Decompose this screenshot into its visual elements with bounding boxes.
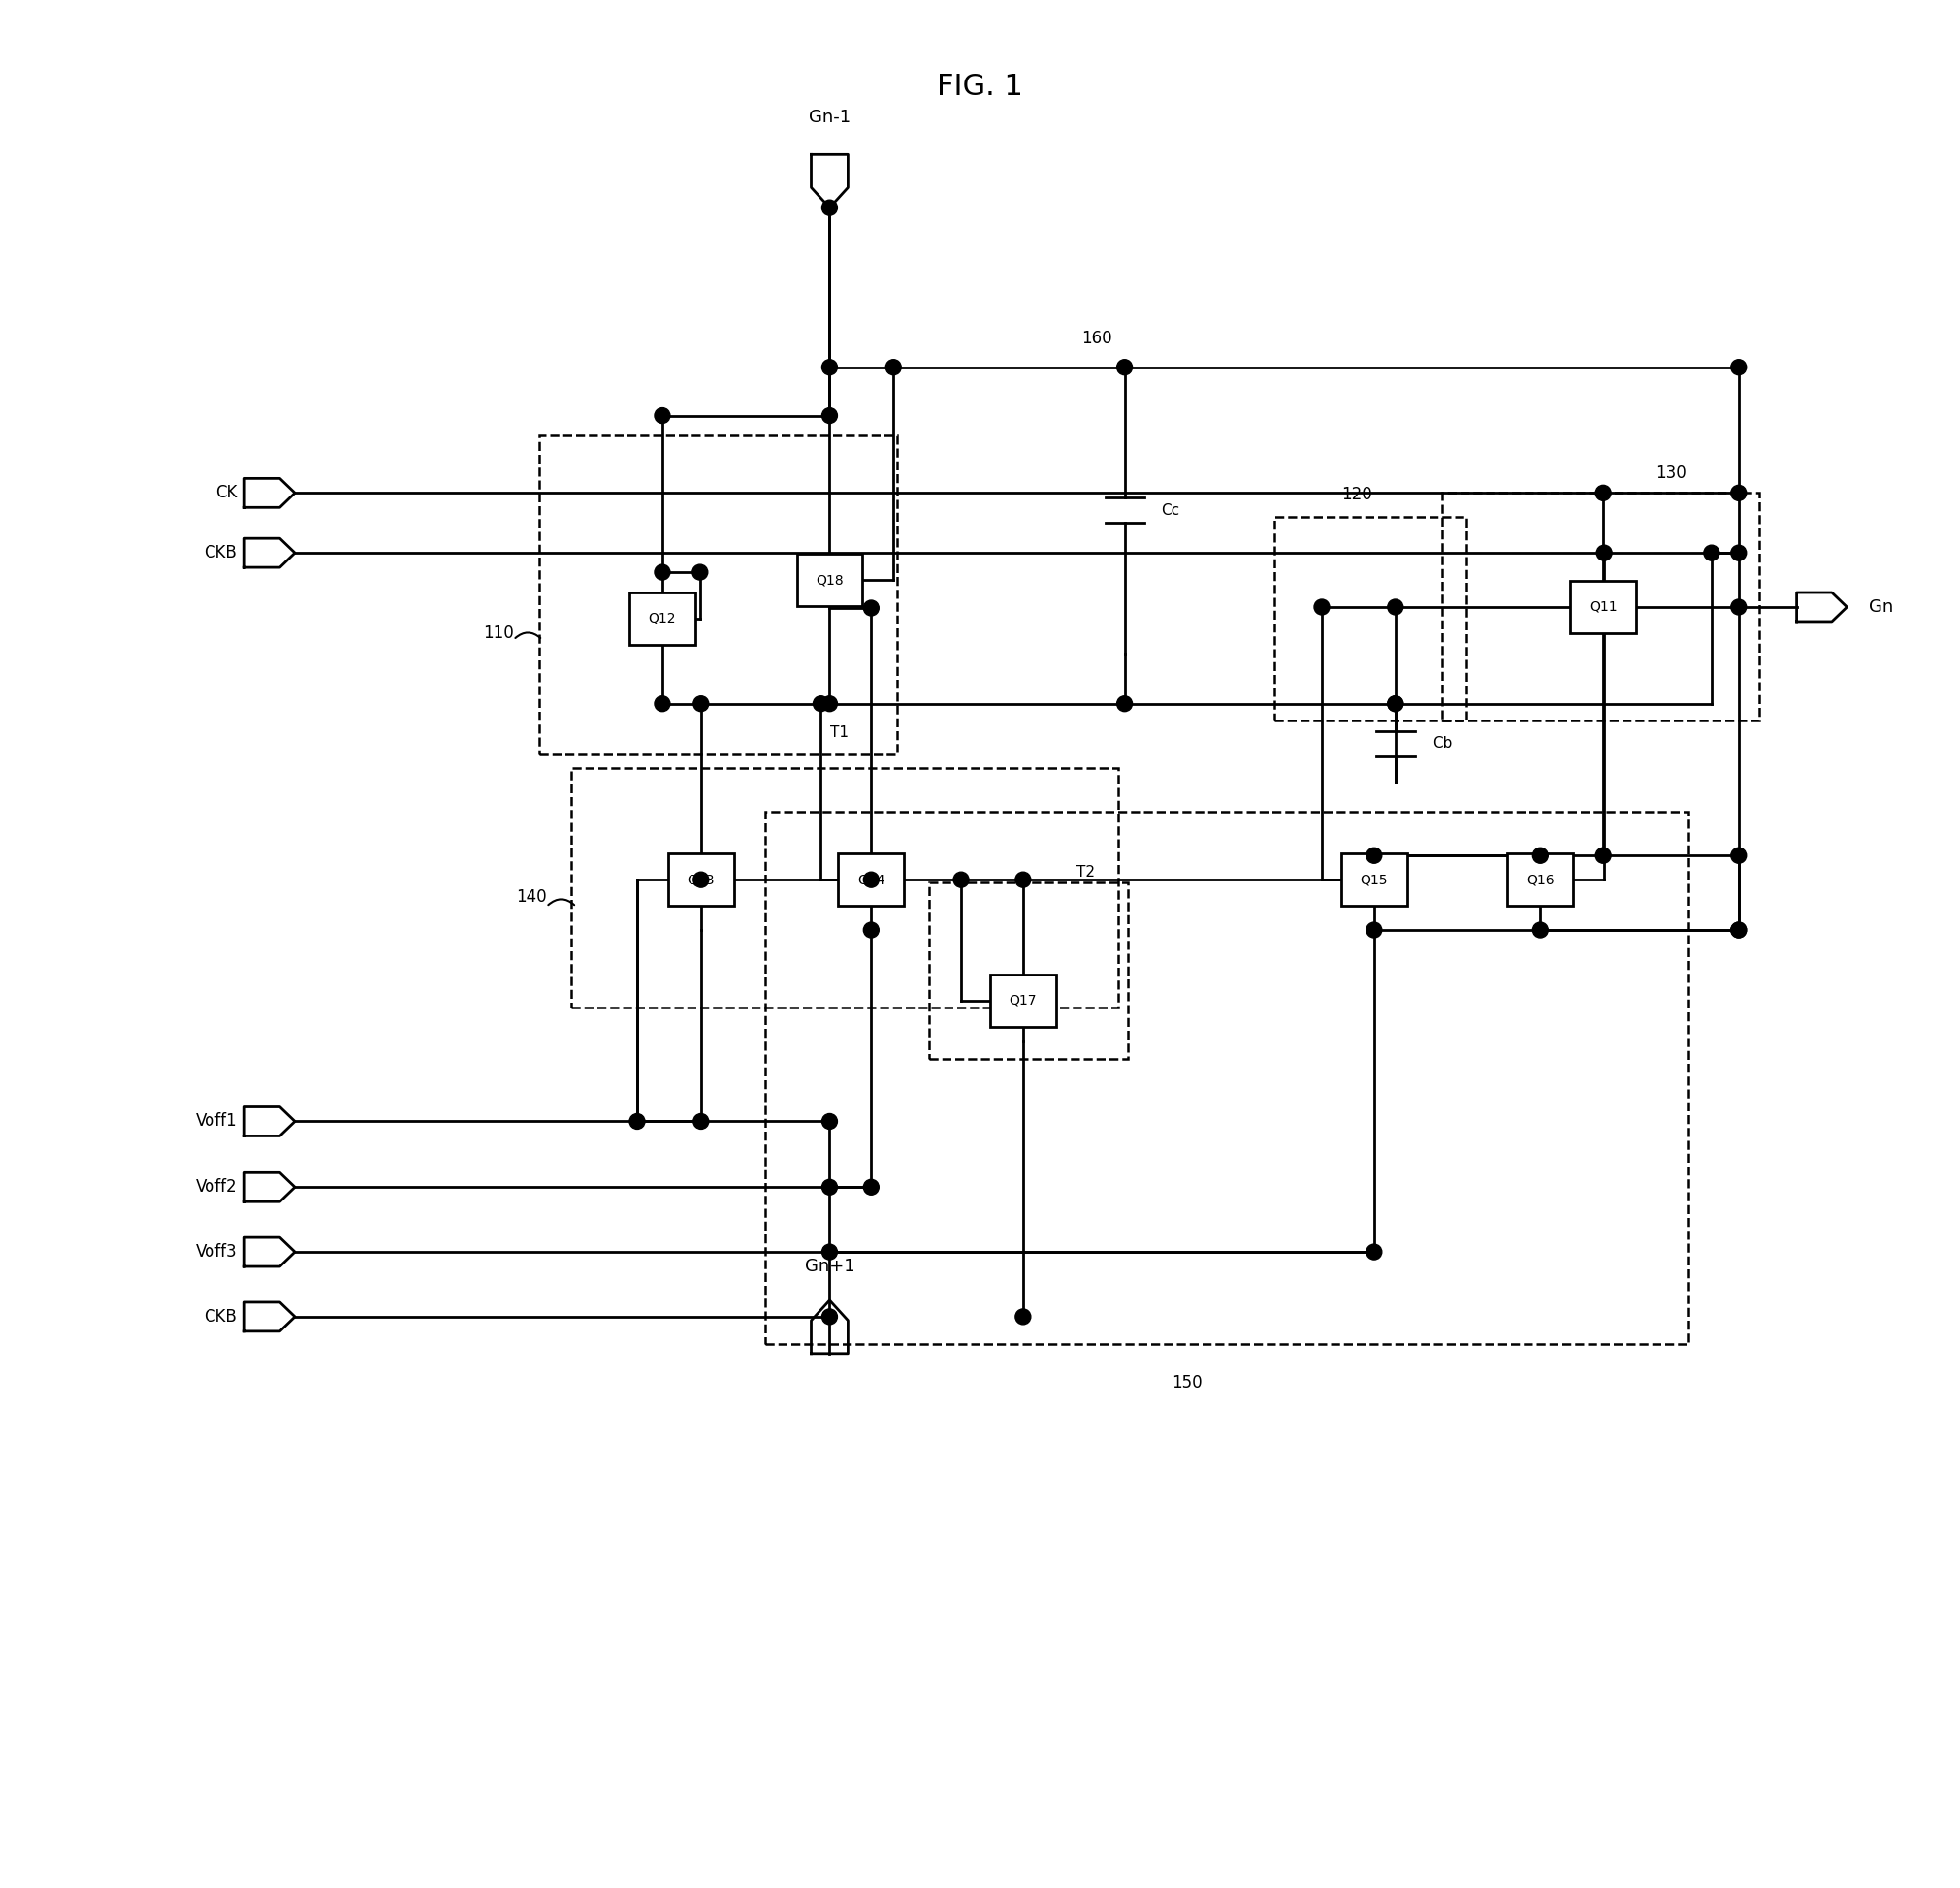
Text: 120: 120 (1341, 485, 1372, 504)
Circle shape (864, 921, 878, 938)
Circle shape (821, 408, 837, 423)
Bar (990, 974, 1056, 1027)
Circle shape (821, 1180, 837, 1195)
Text: Gn: Gn (1870, 598, 1893, 615)
Text: Cc: Cc (1162, 502, 1180, 517)
Circle shape (1731, 848, 1746, 863)
Circle shape (655, 565, 670, 580)
Text: 110: 110 (482, 625, 514, 642)
Circle shape (1731, 359, 1746, 376)
Circle shape (1731, 485, 1746, 500)
Circle shape (1117, 359, 1133, 376)
Bar (539, 434, 898, 753)
Circle shape (694, 872, 710, 887)
Text: 130: 130 (1656, 464, 1686, 481)
Text: Q17: Q17 (1009, 993, 1037, 1008)
Circle shape (821, 697, 837, 712)
Bar (1341, 853, 1407, 906)
Text: 160: 160 (1082, 330, 1111, 347)
Bar (572, 768, 1117, 1008)
Text: Q11: Q11 (1590, 600, 1617, 614)
Text: Q16: Q16 (1527, 872, 1554, 887)
Bar (929, 882, 1127, 1059)
Circle shape (694, 1114, 710, 1129)
Bar (798, 553, 862, 606)
Text: T2: T2 (1076, 865, 1094, 880)
Circle shape (821, 359, 837, 376)
Bar (1443, 493, 1758, 719)
Circle shape (692, 565, 708, 580)
Text: Gn-1: Gn-1 (809, 110, 851, 126)
Circle shape (1595, 485, 1611, 500)
Bar (1274, 517, 1466, 719)
Circle shape (1597, 546, 1611, 561)
Circle shape (1533, 921, 1548, 938)
Bar (668, 853, 733, 906)
Text: Cb: Cb (1433, 736, 1452, 751)
Text: Q15: Q15 (1360, 872, 1388, 887)
Text: T1: T1 (831, 725, 849, 740)
Circle shape (694, 697, 710, 712)
Text: 150: 150 (1172, 1374, 1203, 1391)
Circle shape (1731, 546, 1746, 561)
Circle shape (864, 1180, 878, 1195)
Circle shape (1388, 598, 1403, 615)
Text: Q12: Q12 (649, 612, 676, 625)
Circle shape (813, 697, 829, 712)
Circle shape (1015, 872, 1031, 887)
Bar (629, 593, 696, 644)
Circle shape (1366, 921, 1382, 938)
Circle shape (1731, 921, 1746, 938)
Text: CKB: CKB (204, 544, 237, 561)
Circle shape (821, 1114, 837, 1129)
Text: Q18: Q18 (815, 574, 843, 587)
Bar (1570, 582, 1637, 632)
Circle shape (655, 697, 670, 712)
Circle shape (1313, 598, 1329, 615)
Circle shape (1731, 921, 1746, 938)
Text: Voff2: Voff2 (196, 1178, 237, 1195)
Bar (1507, 853, 1574, 906)
Text: FIG. 1: FIG. 1 (937, 74, 1023, 100)
Text: Voff1: Voff1 (196, 1112, 237, 1131)
Circle shape (1533, 848, 1548, 863)
Circle shape (821, 200, 837, 215)
Circle shape (864, 600, 878, 615)
Bar (764, 812, 1688, 1344)
Circle shape (655, 408, 670, 423)
Circle shape (821, 1308, 837, 1325)
Circle shape (1595, 848, 1611, 863)
Text: Gn+1: Gn+1 (806, 1257, 855, 1274)
Text: Voff3: Voff3 (196, 1242, 237, 1261)
Circle shape (1388, 697, 1403, 712)
Circle shape (864, 872, 878, 887)
Text: Q14: Q14 (857, 872, 886, 887)
Circle shape (1703, 546, 1719, 561)
Circle shape (1015, 1308, 1031, 1325)
Circle shape (629, 1114, 645, 1129)
Circle shape (1388, 697, 1403, 712)
Text: CK: CK (216, 483, 237, 502)
Circle shape (821, 1244, 837, 1259)
Bar (839, 853, 904, 906)
Text: 140: 140 (515, 889, 547, 906)
Circle shape (1366, 848, 1382, 863)
Circle shape (1731, 598, 1746, 615)
Text: CKB: CKB (204, 1308, 237, 1325)
Circle shape (953, 872, 968, 887)
Circle shape (886, 359, 902, 376)
Circle shape (1117, 697, 1133, 712)
Circle shape (1366, 1244, 1382, 1259)
Text: Q13: Q13 (688, 872, 715, 887)
